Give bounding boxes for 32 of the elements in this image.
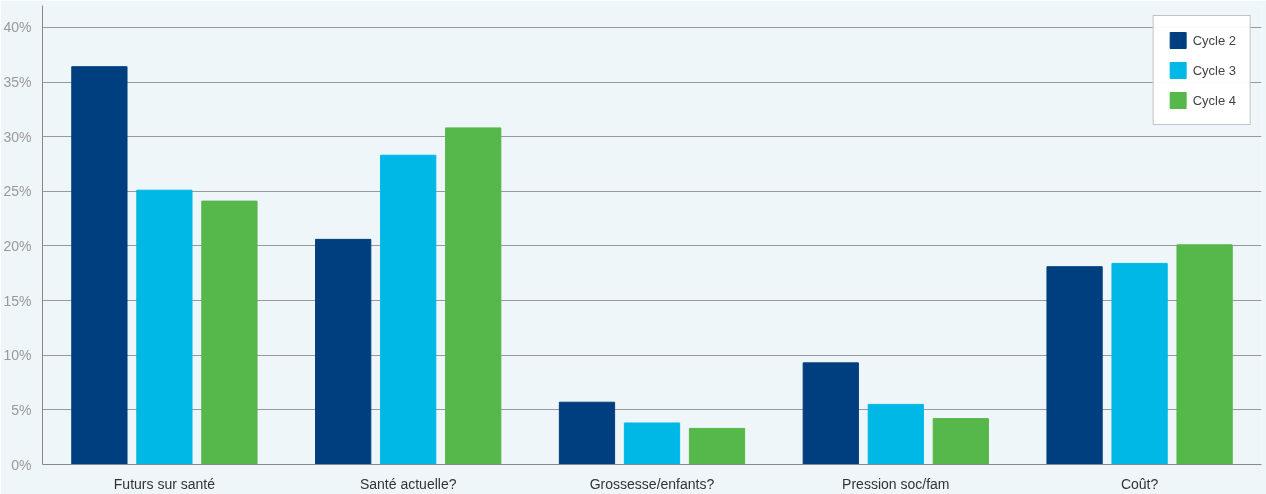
x-tick-label: Santé actuelle? — [359, 475, 457, 492]
legend-label: Cycle 2 — [1192, 32, 1236, 48]
bar — [1046, 266, 1103, 465]
y-tick-label: 40% — [3, 19, 32, 36]
x-tick-label: Pression soc/fam — [842, 475, 950, 492]
bar — [201, 200, 258, 465]
bar — [1176, 244, 1233, 465]
bar — [380, 154, 437, 465]
bar — [445, 127, 502, 465]
x-tick-label: Futurs sur santé — [113, 475, 216, 492]
y-tick-label: 0% — [11, 456, 32, 473]
y-tick-label: 25% — [3, 183, 32, 200]
bar — [558, 401, 616, 465]
x-tick-label: Coût? — [1120, 475, 1159, 492]
bar — [315, 238, 372, 465]
bar — [932, 418, 989, 465]
bar — [623, 422, 681, 465]
y-tick-label: 35% — [3, 74, 32, 90]
bar — [867, 403, 924, 465]
legend-label: Cycle 3 — [1192, 62, 1236, 78]
y-tick-label: 10% — [3, 347, 32, 364]
y-tick-label: 30% — [3, 128, 32, 145]
y-tick-label: 5% — [11, 401, 32, 418]
bar — [688, 427, 746, 465]
bar — [1111, 262, 1168, 465]
y-tick-label: 15% — [3, 292, 32, 309]
y-tick-label: 20% — [3, 237, 32, 254]
legend-label: Cycle 4 — [1192, 92, 1236, 108]
bar — [71, 66, 128, 465]
bar — [802, 362, 859, 465]
x-tick-label: Grossesse/enfants? — [589, 475, 715, 492]
bar — [136, 189, 193, 465]
